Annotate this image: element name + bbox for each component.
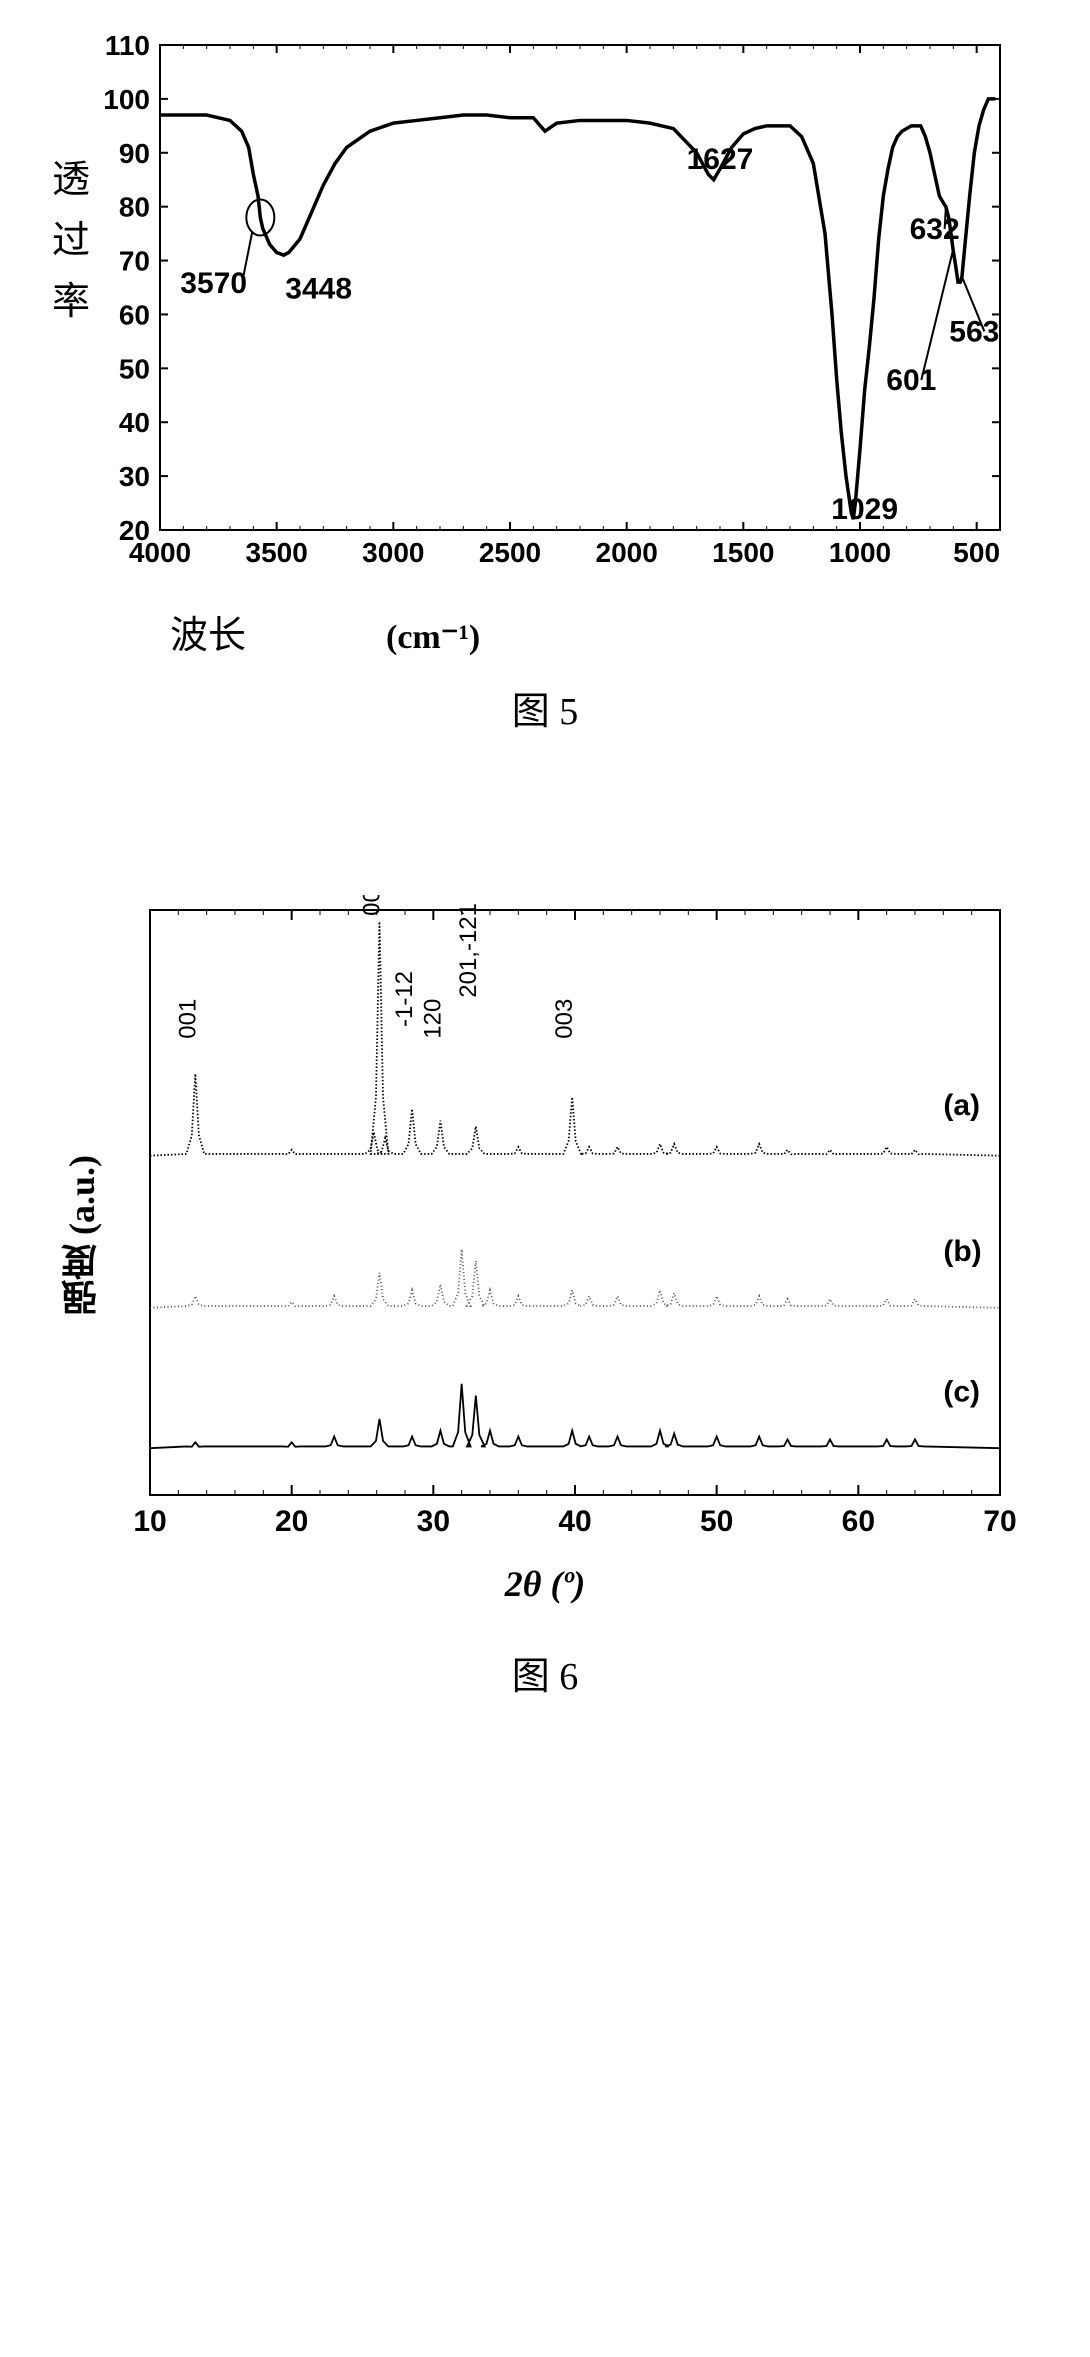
- svg-text:60: 60: [842, 1505, 875, 1538]
- svg-text:110: 110: [105, 30, 150, 61]
- svg-text:201,-121: 201,-121: [455, 903, 482, 998]
- fig5-svg: 4000350030002500200015001000500203040506…: [60, 30, 1030, 590]
- svg-text:2000: 2000: [596, 537, 658, 568]
- svg-text:1627: 1627: [687, 143, 754, 176]
- fig5-xlabel: 波长: [170, 604, 246, 659]
- svg-text:(b): (b): [943, 1235, 981, 1268]
- fig5-xlabel-unit: (cm⁻¹): [386, 617, 480, 657]
- svg-text:632: 632: [910, 213, 960, 246]
- svg-text:3570: 3570: [180, 267, 247, 300]
- fig6-svg: 10 20 30 40 50 60 70 (a) (b) (c) 001 002 -1-12120 201…: [60, 895, 1030, 1555]
- fig6-ylabel: 强度 (a.u.): [56, 1155, 108, 1316]
- svg-text:30: 30: [417, 1505, 450, 1538]
- svg-text:(a): (a): [943, 1089, 980, 1122]
- svg-text:40: 40: [119, 407, 150, 438]
- svg-text:70: 70: [119, 246, 150, 277]
- svg-text:80: 80: [119, 192, 150, 223]
- fig6-caption: 图 6: [60, 1645, 1030, 1700]
- svg-text:500: 500: [953, 537, 1000, 568]
- fig5-xlabel-row: 波长 (cm⁻¹): [60, 604, 1030, 659]
- svg-text:3000: 3000: [362, 537, 424, 568]
- svg-text:(c): (c): [943, 1375, 980, 1408]
- svg-text:20: 20: [119, 515, 150, 546]
- svg-text:601: 601: [886, 364, 936, 397]
- svg-text:40: 40: [558, 1505, 591, 1538]
- svg-text:50: 50: [700, 1505, 733, 1538]
- svg-text:30: 30: [119, 461, 150, 492]
- fig6-chart: 强度 (a.u.) 10203040506070(a)(b)(c)001002-…: [60, 895, 1030, 1615]
- svg-text:3448: 3448: [285, 272, 352, 305]
- svg-text:563: 563: [949, 315, 999, 348]
- svg-text:001: 001: [174, 999, 201, 1039]
- svg-text:10: 10: [133, 1505, 166, 1538]
- svg-text:100: 100: [103, 84, 150, 115]
- svg-text:50: 50: [119, 353, 150, 384]
- figure-5: 透 过 率 4000350030002500200015001000500203…: [0, 0, 1090, 815]
- svg-text:3500: 3500: [246, 537, 308, 568]
- fig6-xlabel: 2θ (º): [60, 1563, 1030, 1605]
- svg-text:90: 90: [119, 138, 150, 169]
- svg-text:1000: 1000: [829, 537, 891, 568]
- svg-text:120: 120: [419, 999, 446, 1039]
- fig5-ylabel: 透 过 率: [52, 150, 90, 332]
- svg-text:003: 003: [551, 999, 578, 1039]
- figure-6: 强度 (a.u.) 10 20 30 40 50 60 70 (a) (b) (c) 001 002 -…: [0, 815, 1090, 1780]
- svg-text:70: 70: [983, 1505, 1016, 1538]
- svg-text:1500: 1500: [712, 537, 774, 568]
- svg-text:-1-12: -1-12: [391, 971, 418, 1027]
- fig5-chart: 透 过 率 4000350030002500200015001000500203…: [60, 30, 1030, 650]
- svg-text:60: 60: [119, 299, 150, 330]
- fig5-caption: 图 5: [60, 680, 1030, 735]
- svg-text:1029: 1029: [831, 493, 898, 526]
- svg-text:2500: 2500: [479, 537, 541, 568]
- svg-text:20: 20: [275, 1505, 308, 1538]
- svg-text:002: 002: [359, 895, 386, 916]
